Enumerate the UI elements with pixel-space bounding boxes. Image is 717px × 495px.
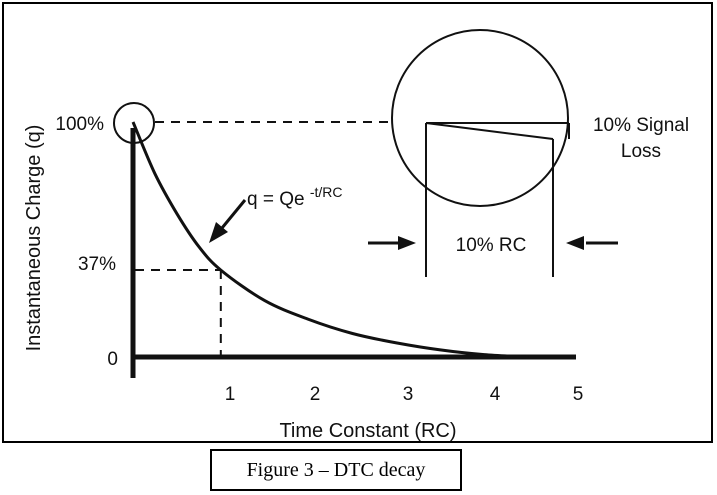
x-tick-2: 2 [310, 384, 321, 405]
x-tick-4: 4 [490, 384, 501, 405]
arrow-left-head [398, 236, 416, 250]
plot-layer [131, 121, 529, 359]
x-tick-3: 3 [403, 384, 414, 405]
decay-curve [131, 121, 529, 359]
equation-exponent: -t/RC [310, 184, 343, 200]
caption-text: Figure 3 – DTC decay [246, 458, 426, 481]
y-tick-100: 100% [55, 114, 104, 135]
dtc-decay-chart: 100% 37% 0 1 2 3 4 5 Time Constant (RC) … [23, 29, 689, 442]
start-highlight-circle [113, 102, 155, 144]
inset-circle [391, 29, 569, 207]
inset-loss-label-line1: 10% Signal [593, 115, 689, 136]
equation-label: q = Qe -t/RC [247, 184, 343, 210]
y-tick-37: 37% [78, 254, 116, 275]
equation-base: q = Qe [247, 189, 305, 210]
x-axis-title: Time Constant (RC) [279, 420, 456, 442]
x-tick-1: 1 [225, 384, 236, 405]
figure-caption: Figure 3 – DTC decay [210, 449, 462, 491]
inset-loss-label-line2: Loss [621, 141, 661, 162]
equation-pointer-shaft [220, 199, 247, 229]
figure-frame [2, 2, 713, 443]
arrow-right-head [566, 236, 584, 250]
inset-rc-label: 10% RC [456, 235, 527, 256]
inset-magnifier [368, 29, 618, 277]
y-axis-title: Instantaneous Charge (q) [23, 125, 45, 352]
inset-decay-line [425, 122, 554, 140]
equation-pointer-head [209, 222, 228, 243]
x-tick-5: 5 [573, 384, 584, 405]
y-tick-0: 0 [107, 349, 118, 370]
